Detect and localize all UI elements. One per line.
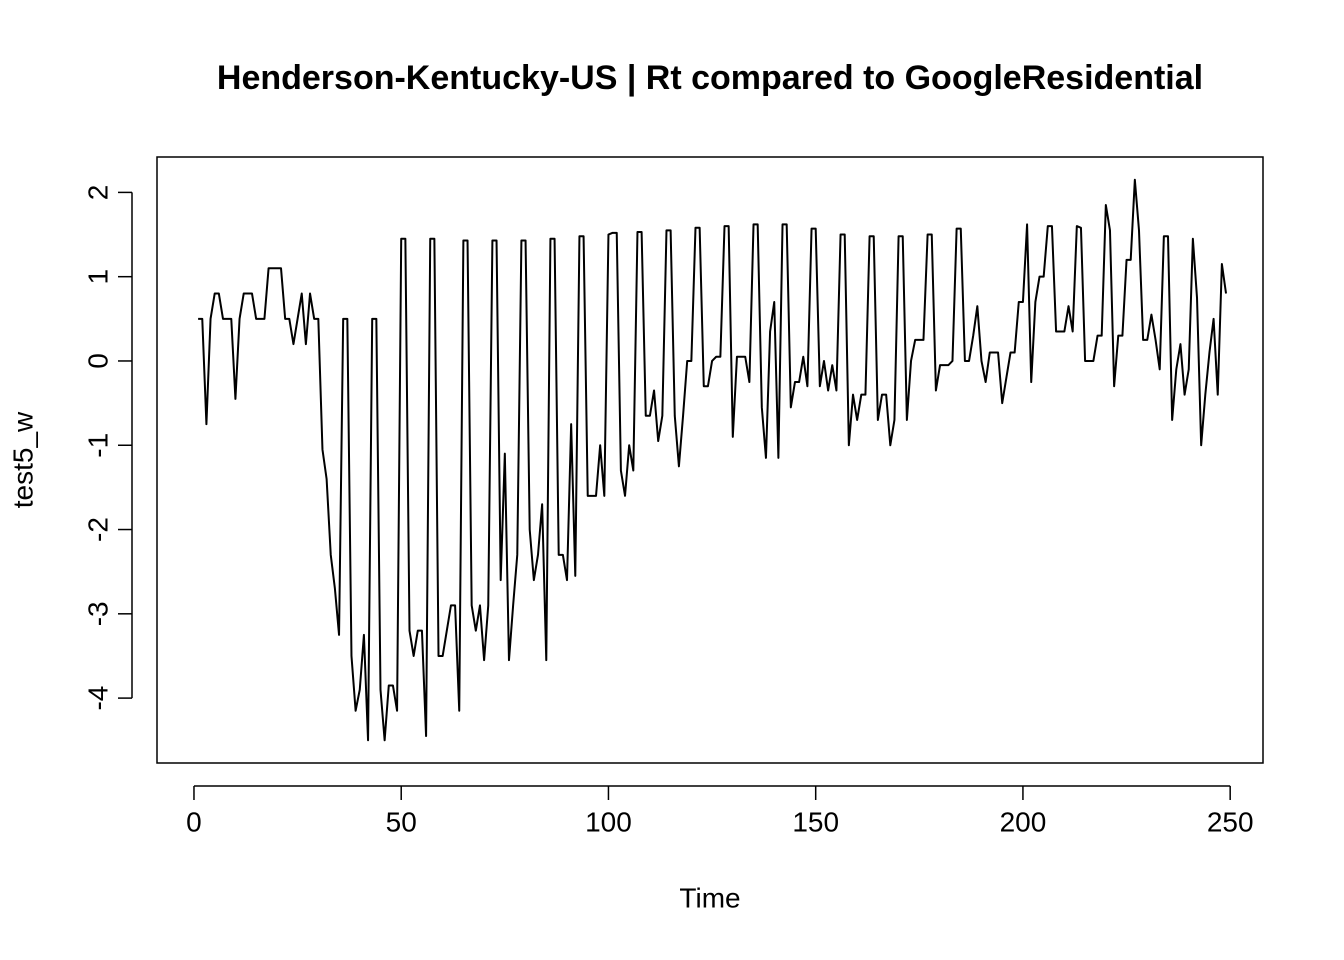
y-tick-label: -3 [82,601,113,626]
chart-title: Henderson-Kentucky-US | Rt compared to G… [217,59,1203,97]
x-tick-label: 0 [186,806,202,837]
y-axis-label: test5_w [7,411,38,508]
y-tick-label: -4 [82,686,113,711]
series-line [198,178,1228,742]
x-tick-label: 50 [386,806,417,837]
x-tick-label: 250 [1207,806,1254,837]
y-tick-label: -1 [82,433,113,458]
x-tick-label: 150 [792,806,839,837]
y-tick-label: -2 [82,517,113,542]
x-axis-label: Time [679,882,740,913]
plot-box [156,156,1264,764]
y-tick-label: 1 [82,269,113,285]
y-tick-label: 0 [82,353,113,369]
x-tick-label: 200 [1000,806,1047,837]
x-tick-label: 100 [585,806,632,837]
y-tick-label: 2 [82,185,113,201]
